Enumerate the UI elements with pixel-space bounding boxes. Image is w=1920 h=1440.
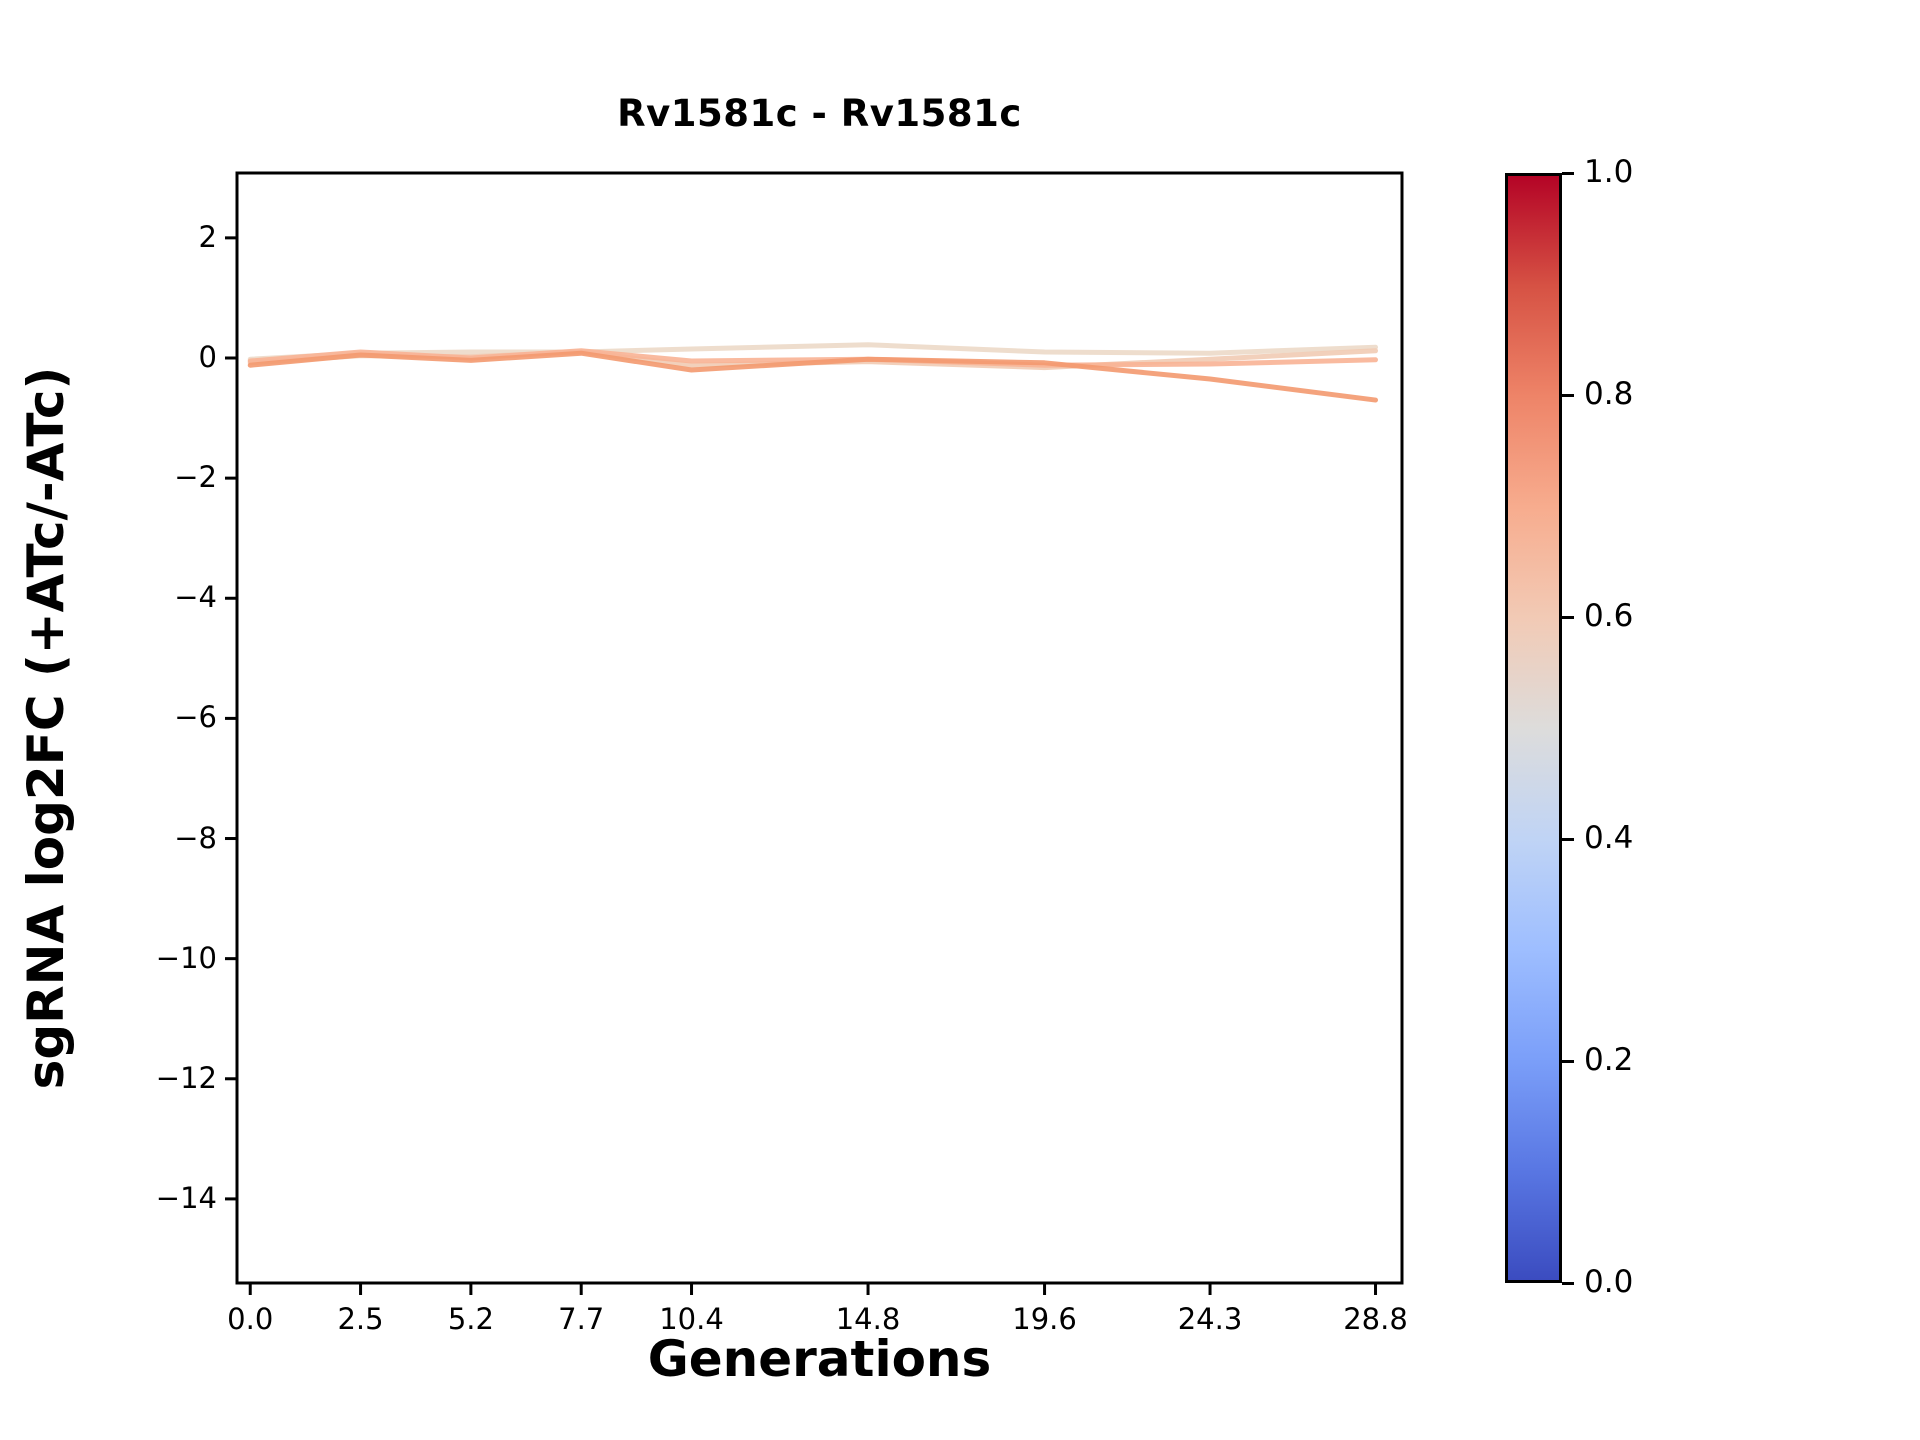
x-tick-label: 19.6: [1012, 1302, 1077, 1336]
y-tick-label: −8: [174, 820, 217, 855]
axes-group: [225, 171, 1404, 1295]
colorbar-tick-label: 1.0: [1584, 154, 1634, 190]
colorbar-tick-mark: [1562, 171, 1574, 175]
colorbar-tick-mark: [1562, 393, 1574, 397]
colorbar-tick-label: 0.8: [1584, 376, 1634, 412]
x-tick-label: 2.5: [337, 1302, 384, 1336]
colorbar-gradient: [1505, 173, 1562, 1283]
colorbar-tick-label: 0.0: [1584, 1264, 1634, 1300]
colorbar-tick-label: 0.6: [1584, 598, 1634, 634]
colorbar-tick-mark: [1562, 1059, 1574, 1063]
y-tick-label: −12: [155, 1060, 217, 1095]
x-tick-label: 14.8: [835, 1302, 901, 1336]
colorbar-tick-mark: [1562, 1281, 1574, 1285]
x-tick-label: 0.0: [227, 1302, 274, 1336]
y-tick-label: 0: [198, 340, 217, 374]
colorbar-tick-mark: [1562, 837, 1574, 841]
x-tick-label: 24.3: [1177, 1302, 1243, 1336]
x-tick-label: 5.2: [447, 1302, 494, 1336]
series-group: [247, 342, 1379, 403]
colorbar-tick-label: 0.2: [1584, 1042, 1634, 1078]
x-axis-label: Generations: [647, 1330, 992, 1388]
plot-border: [235, 171, 1404, 1285]
y-tick-label: −2: [174, 460, 217, 495]
x-tick-label: 10.4: [659, 1302, 724, 1336]
y-tick-label: −10: [155, 940, 217, 975]
y-tick-label: 2: [198, 219, 217, 254]
colorbar-tick-label: 0.4: [1584, 820, 1634, 856]
chart-title: Rv1581c - Rv1581c: [617, 92, 1022, 135]
y-tick-label: −14: [155, 1180, 217, 1215]
series-line-4: [247, 350, 1379, 403]
x-tick-label: 7.7: [558, 1302, 605, 1336]
y-tick-label: −4: [174, 580, 217, 615]
y-tick-label: −6: [174, 700, 217, 735]
colorbar-tick-mark: [1562, 615, 1574, 619]
series-line-3: [247, 348, 1379, 368]
x-tick-label: 28.8: [1343, 1302, 1408, 1336]
